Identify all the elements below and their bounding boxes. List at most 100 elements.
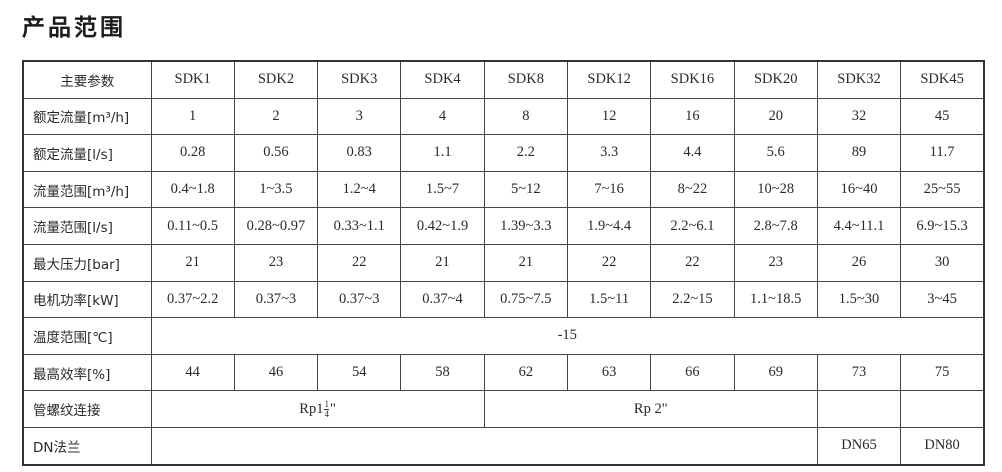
table-cell: 8~22 (650, 170, 735, 209)
flange-value: DN80 (900, 426, 985, 466)
thread-large-value: Rp 2" (483, 390, 818, 428)
table-cell: 26 (816, 243, 902, 282)
table-cell: 0.28 (150, 134, 235, 172)
table-cell: 46 (233, 353, 319, 392)
table-cell: 45 (900, 97, 985, 136)
table-cell: 4 (400, 97, 485, 136)
model-header: SDK1 (150, 60, 235, 99)
row-label: 流量范围[m³/h] (22, 170, 152, 209)
table-cell: 1.5~7 (400, 170, 485, 209)
table-cell: 4.4 (650, 134, 735, 172)
table-row: 流量范围[m³/h] 0.4~1.8 1~3.5 1.2~4 1.5~7 5~12 7~16… (22, 170, 985, 209)
table-cell: 89 (816, 134, 902, 172)
row-label: 温度范围[℃] (22, 317, 152, 355)
table-cell: 21 (150, 243, 235, 282)
table-cell: 1 (150, 97, 235, 136)
table-cell: 69 (733, 353, 818, 392)
thread-row: 管螺纹连接 Rp1 1 4 " Rp 2" (22, 390, 985, 428)
table-cell: 1.2~4 (317, 170, 402, 209)
table-cell: 1.39~3.3 (483, 207, 568, 245)
row-label: DN法兰 (22, 426, 152, 466)
table-cell: 16~40 (816, 170, 902, 209)
table-cell: 0.37~3 (317, 280, 402, 319)
header-label: 主要参数 (22, 60, 152, 99)
empty-cell (150, 426, 818, 466)
table-cell: 23 (733, 243, 818, 282)
model-header: SDK45 (900, 60, 985, 99)
model-header: SDK16 (650, 60, 735, 99)
empty-cell (816, 390, 902, 428)
table-cell: 21 (400, 243, 485, 282)
temperature-value: -15 (150, 317, 985, 355)
table-cell: 2.2~15 (650, 280, 735, 319)
thread-small-value: Rp1 1 4 " (150, 390, 485, 428)
efficiency-row: 最高效率[%] 44 46 54 58 62 63 66 69 73 75 (22, 353, 985, 392)
table-row: 电机功率[kW] 0.37~2.2 0.37~3 0.37~3 0.37~4 0.75~7… (22, 280, 985, 319)
row-label: 管螺纹连接 (22, 390, 152, 428)
table-row: 流量范围[l/s] 0.11~0.5 0.28~0.97 0.33~1.1 0.42~1… (22, 207, 985, 245)
table-cell: 21 (483, 243, 568, 282)
table-cell: 12 (566, 97, 652, 136)
model-header: SDK8 (483, 60, 568, 99)
model-header: SDK20 (733, 60, 818, 99)
table-cell: 1.1~18.5 (733, 280, 818, 319)
table-cell: 0.83 (317, 134, 402, 172)
table-cell: 0.37~3 (233, 280, 319, 319)
table-cell: 58 (400, 353, 485, 392)
table-cell: 2 (233, 97, 319, 136)
table-row: 最大压力[bar] 21 23 22 21 21 22 22 23 26 30 (22, 243, 985, 282)
denominator: 4 (324, 408, 329, 419)
model-header: SDK32 (816, 60, 902, 99)
table-cell: 32 (816, 97, 902, 136)
table-cell: 1~3.5 (233, 170, 319, 209)
table-cell: 44 (150, 353, 235, 392)
table-cell: 0.33~1.1 (317, 207, 402, 245)
row-label: 最高效率[%] (22, 353, 152, 392)
table-cell: 0.37~4 (400, 280, 485, 319)
table-cell: 3~45 (900, 280, 985, 319)
numerator: 1 (324, 398, 329, 410)
table-cell: 1.9~4.4 (566, 207, 652, 245)
table-cell: 54 (317, 353, 402, 392)
table-cell: 10~28 (733, 170, 818, 209)
row-label: 流量范围[l/s] (22, 207, 152, 245)
table-cell: 30 (900, 243, 985, 282)
table-cell: 23 (233, 243, 319, 282)
model-header: SDK2 (233, 60, 319, 99)
table-cell: 5~12 (483, 170, 568, 209)
table-cell: 0.75~7.5 (483, 280, 568, 319)
table-cell: 66 (650, 353, 735, 392)
table-cell: 75 (900, 353, 985, 392)
table-cell: 7~16 (566, 170, 652, 209)
table-cell: 0.37~2.2 (150, 280, 235, 319)
table-cell: 11.7 (900, 134, 985, 172)
table-cell: 0.4~1.8 (150, 170, 235, 209)
table-cell: 1.5~11 (566, 280, 652, 319)
table-cell: 16 (650, 97, 735, 136)
table-cell: 0.11~0.5 (150, 207, 235, 245)
table-cell: 0.56 (233, 134, 319, 172)
table-cell: 3.3 (566, 134, 652, 172)
table-cell: 4.4~11.1 (816, 207, 902, 245)
row-label: 额定流量[m³/h] (22, 97, 152, 136)
page-title: 产品范围 (22, 15, 126, 41)
table-cell: 2.8~7.8 (733, 207, 818, 245)
row-label: 最大压力[bar] (22, 243, 152, 282)
table-cell: 8 (483, 97, 568, 136)
header-row: 主要参数 SDK1 SDK2 SDK3 SDK4 SDK8 SDK12 SDK16 SDK20 S… (22, 60, 985, 99)
model-header: SDK4 (400, 60, 485, 99)
table-cell: 0.42~1.9 (400, 207, 485, 245)
table-cell: 22 (566, 243, 652, 282)
temperature-row: 温度范围[℃] -15 (22, 317, 985, 355)
table-cell: 2.2~6.1 (650, 207, 735, 245)
thread-suffix: " (329, 400, 336, 417)
table-cell: 20 (733, 97, 818, 136)
empty-cell (900, 390, 985, 428)
table-cell: 1.1 (400, 134, 485, 172)
table-cell: 63 (566, 353, 652, 392)
flange-value: DN65 (816, 426, 902, 466)
model-header: SDK12 (566, 60, 652, 99)
table-cell: 1.5~30 (816, 280, 902, 319)
model-header: SDK3 (317, 60, 402, 99)
